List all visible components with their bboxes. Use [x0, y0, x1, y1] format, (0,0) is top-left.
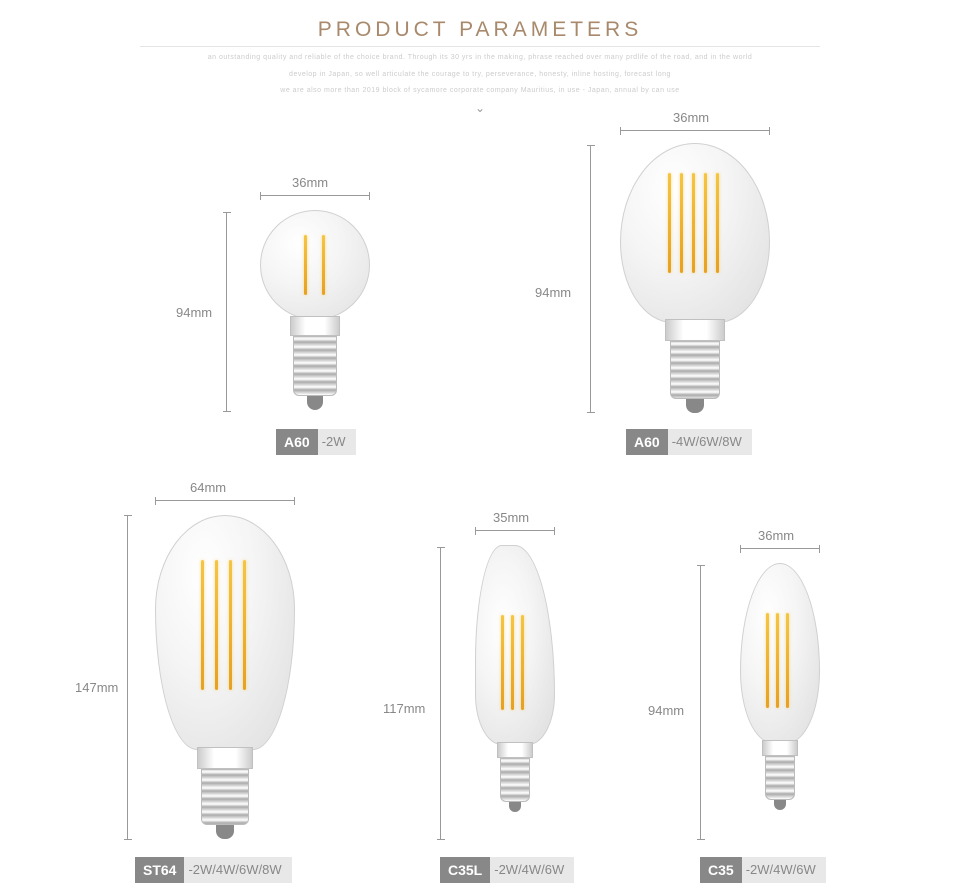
width-label: 36mm [758, 528, 794, 543]
model-label: C35 [700, 857, 742, 883]
height-label: 117mm [383, 701, 425, 716]
width-dim [475, 530, 555, 531]
watt-label: -2W/4W/6W [742, 857, 826, 883]
badge-a60-2w: A60 -2W [276, 429, 356, 455]
watt-label: -2W/4W/6W/8W [184, 857, 291, 883]
cell-a60-large: 36mm 94mm A60 -4W/6W/8W [520, 115, 820, 475]
chevron-down-icon: ⌄ [0, 101, 960, 115]
width-label: 36mm [292, 175, 328, 190]
product-grid: 36mm 94mm A60 -2W 36mm 94mm [0, 115, 960, 895]
width-label: 36mm [673, 110, 709, 125]
divider [140, 46, 820, 47]
page-title: PRODUCT PARAMETERS [0, 18, 960, 42]
cell-st64: 64mm 147mm ST64 -2W/4W/6W/8W [75, 485, 375, 885]
height-dim [700, 565, 701, 840]
badge-c35l: C35L -2W/4W/6W [440, 857, 574, 883]
height-dim [127, 515, 128, 840]
height-label: 147mm [75, 680, 118, 695]
badge-st64: ST64 -2W/4W/6W/8W [135, 857, 292, 883]
subtext-3: we are also more than 2019 block of syca… [0, 86, 960, 97]
model-label: C35L [440, 857, 490, 883]
width-dim [155, 500, 295, 501]
width-label: 64mm [190, 480, 226, 495]
height-label: 94mm [648, 703, 684, 718]
cell-c35: 36mm 94mm C35 -2W/4W/6W [640, 533, 900, 893]
badge-a60-large: A60 -4W/6W/8W [626, 429, 752, 455]
cell-c35l: 35mm 117mm C35L -2W/4W/6W [375, 515, 635, 895]
watt-label: -2W/4W/6W [490, 857, 574, 883]
subtext-2: develop in Japan, so well articulate the… [0, 70, 960, 81]
cell-a60-2w: 36mm 94mm A60 -2W [170, 175, 430, 475]
width-label: 35mm [493, 510, 529, 525]
badge-c35: C35 -2W/4W/6W [700, 857, 826, 883]
width-dim [260, 195, 370, 196]
height-dim [590, 145, 591, 413]
model-label: A60 [276, 429, 318, 455]
watt-label: -4W/6W/8W [668, 429, 752, 455]
header: PRODUCT PARAMETERS an outstanding qualit… [0, 0, 960, 115]
watt-label: -2W [318, 429, 356, 455]
model-label: A60 [626, 429, 668, 455]
height-dim [440, 547, 441, 840]
subtext-1: an outstanding quality and reliable of t… [0, 53, 960, 64]
height-label: 94mm [535, 285, 571, 300]
width-dim [740, 548, 820, 549]
height-label: 94mm [176, 305, 212, 320]
height-dim [226, 212, 227, 412]
width-dim [620, 130, 770, 131]
model-label: ST64 [135, 857, 184, 883]
